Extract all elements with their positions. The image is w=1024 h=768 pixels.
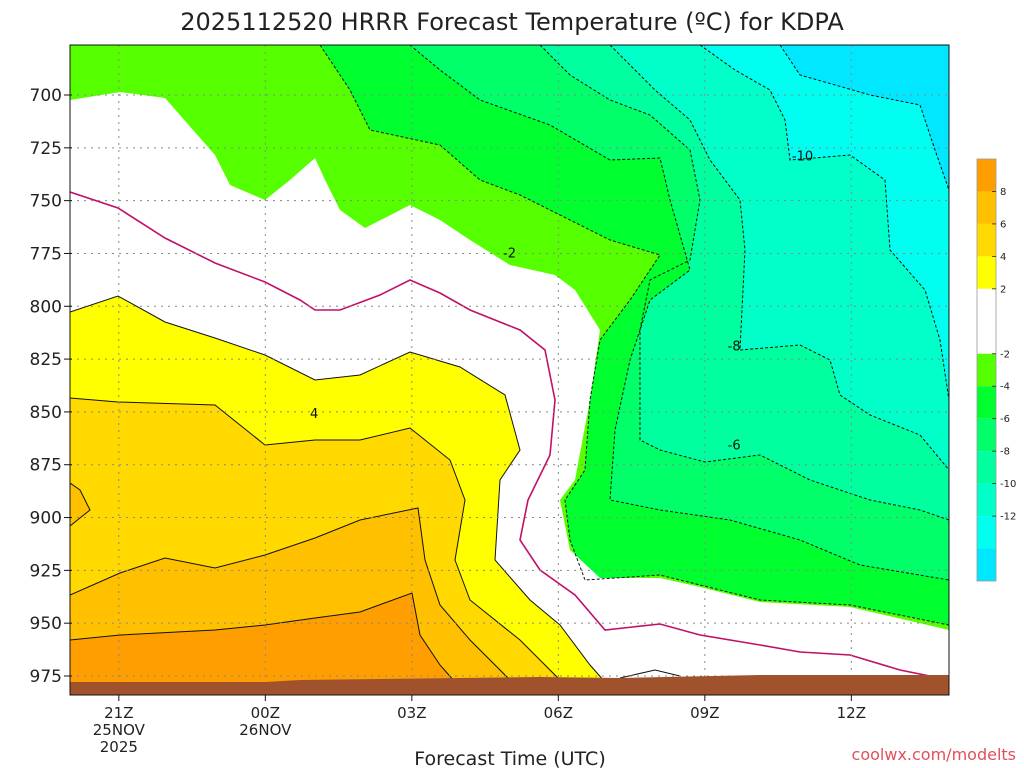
- contour-label: -8: [728, 339, 741, 354]
- colorbar-swatch: [977, 451, 996, 484]
- colorbar-swatch: [977, 159, 996, 192]
- y-tick-label: 700: [30, 86, 62, 106]
- colorbar-tick-label: -4: [1000, 382, 1010, 393]
- colorbar-swatch: [977, 191, 996, 224]
- x-tick-label: 12Z: [837, 704, 866, 722]
- contour-label: -10: [792, 149, 813, 164]
- colorbar-tick-label: 4: [1000, 252, 1006, 263]
- x-axis-label: Forecast Time (UTC): [414, 748, 605, 768]
- colorbar-tick-label: -6: [1000, 414, 1010, 425]
- y-tick-label: 950: [30, 614, 62, 634]
- band-plus8: [70, 593, 455, 682]
- y-tick-label: 750: [30, 192, 62, 212]
- credit-link[interactable]: coolwx.com/modelts: [852, 745, 1016, 764]
- y-axis: 700 725 750 775 800 825 850 875 900 925 950 975: [30, 86, 72, 687]
- colorbar-swatch: [977, 288, 996, 354]
- colorbar-tick-label: -8: [1000, 447, 1010, 458]
- contour-labels: -10 -2 -8 -6 4: [310, 149, 813, 453]
- colorbar-tick-label: 6: [1000, 219, 1006, 230]
- colorbar-swatch: [977, 418, 996, 452]
- y-tick-label: 800: [30, 297, 62, 317]
- x-tick-label: 2025: [100, 738, 138, 756]
- colorbar-tick-label: -2: [1000, 349, 1010, 360]
- contour-label: -2: [503, 246, 516, 261]
- band-plus6-bump: [70, 483, 90, 526]
- y-tick-label: 975: [30, 667, 62, 687]
- contour-label: -6: [728, 439, 741, 454]
- y-tick-label: 850: [30, 403, 62, 423]
- y-tick-label: 725: [30, 139, 62, 159]
- chart-title: 2025112520 HRRR Forecast Temperature (ºC…: [180, 8, 844, 36]
- negative-contours: [319, 45, 949, 626]
- colorbar-frame: [976, 158, 997, 582]
- colorbar-swatch: [977, 516, 996, 549]
- ground: [70, 675, 949, 695]
- x-tick-label: 09Z: [690, 704, 719, 722]
- colorbar: 8 6 4 2 -2 -4 -6 -8 -10 -12: [976, 158, 1016, 582]
- colorbar-tick-label: 8: [1000, 187, 1006, 198]
- colorbar-tick-label: -12: [1000, 512, 1016, 523]
- colorbar-tick-label: -10: [1000, 479, 1016, 490]
- colorbar-swatch: [977, 483, 996, 517]
- colorbar-tick-label: 2: [1000, 284, 1006, 295]
- y-tick-label: 775: [30, 244, 62, 264]
- y-tick-label: 925: [30, 561, 62, 581]
- y-tick-label: 900: [30, 509, 62, 529]
- colorbar-swatch: [977, 256, 996, 289]
- colorbar-swatch: [977, 223, 996, 257]
- plot-area: [69, 44, 950, 696]
- x-tick-label: 21Z: [104, 704, 133, 722]
- x-tick-label: 03Z: [397, 704, 426, 722]
- x-tick-label: 25NOV: [93, 721, 146, 739]
- y-tick-label: 875: [30, 456, 62, 476]
- colorbar-swatch: [977, 386, 996, 419]
- colorbar-swatch: [977, 353, 996, 387]
- x-tick-label: 26NOV: [239, 721, 292, 739]
- contour-label: 4: [310, 407, 318, 422]
- freezing-line: [70, 191, 949, 681]
- colorbar-swatch: [977, 548, 996, 581]
- y-tick-label: 825: [30, 350, 62, 370]
- positive-contours: [70, 295, 681, 683]
- x-tick-label: 06Z: [544, 704, 573, 722]
- x-tick-label: 00Z: [251, 704, 280, 722]
